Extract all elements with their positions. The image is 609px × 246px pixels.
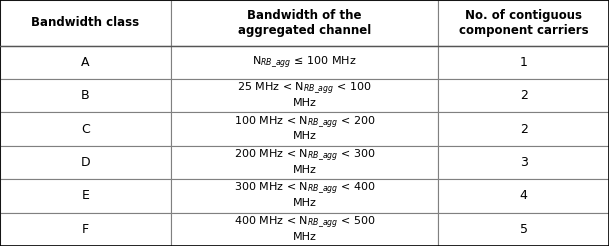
Text: MHz: MHz: [292, 131, 317, 141]
Bar: [438, 112, 609, 146]
Text: MHz: MHz: [292, 198, 317, 208]
Text: 400 MHz < N$_{RB\_agg}$ < 500: 400 MHz < N$_{RB\_agg}$ < 500: [234, 214, 375, 230]
Text: MHz: MHz: [292, 98, 317, 108]
Bar: [0, 79, 171, 112]
Bar: [438, 146, 609, 179]
Text: Bandwidth of the
aggregated channel: Bandwidth of the aggregated channel: [238, 9, 371, 37]
Text: 4: 4: [520, 189, 527, 202]
Text: 5: 5: [519, 223, 528, 236]
Bar: [171, 179, 438, 213]
Bar: [438, 179, 609, 213]
Text: B: B: [81, 89, 90, 102]
Bar: [171, 112, 438, 146]
Bar: [438, 46, 609, 79]
Text: 2: 2: [520, 89, 527, 102]
Text: 2: 2: [520, 123, 527, 136]
Bar: [438, 0, 609, 46]
Bar: [0, 179, 171, 213]
Text: 3: 3: [520, 156, 527, 169]
Text: A: A: [81, 56, 90, 69]
Text: 300 MHz < N$_{RB\_agg}$ < 400: 300 MHz < N$_{RB\_agg}$ < 400: [234, 181, 375, 196]
Text: MHz: MHz: [292, 165, 317, 175]
Text: N$_{RB\_agg}$ ≤ 100 MHz: N$_{RB\_agg}$ ≤ 100 MHz: [252, 54, 357, 70]
Text: F: F: [82, 223, 89, 236]
Bar: [171, 213, 438, 246]
Bar: [0, 0, 171, 46]
Bar: [0, 46, 171, 79]
Text: D: D: [80, 156, 90, 169]
Bar: [171, 0, 438, 46]
Bar: [0, 146, 171, 179]
Bar: [171, 46, 438, 79]
Text: MHz: MHz: [292, 232, 317, 242]
Bar: [171, 146, 438, 179]
Text: Bandwidth class: Bandwidth class: [31, 16, 139, 29]
Bar: [438, 79, 609, 112]
Text: E: E: [82, 189, 89, 202]
Text: 1: 1: [520, 56, 527, 69]
Text: 100 MHz < N$_{RB\_agg}$ < 200: 100 MHz < N$_{RB\_agg}$ < 200: [234, 114, 375, 130]
Text: 200 MHz < N$_{RB\_agg}$ < 300: 200 MHz < N$_{RB\_agg}$ < 300: [234, 147, 375, 163]
Bar: [438, 213, 609, 246]
Text: C: C: [81, 123, 90, 136]
Text: No. of contiguous
component carriers: No. of contiguous component carriers: [459, 9, 588, 37]
Bar: [0, 213, 171, 246]
Bar: [171, 79, 438, 112]
Text: 25 MHz < N$_{RB\_agg}$ < 100: 25 MHz < N$_{RB\_agg}$ < 100: [237, 80, 372, 96]
Bar: [0, 112, 171, 146]
